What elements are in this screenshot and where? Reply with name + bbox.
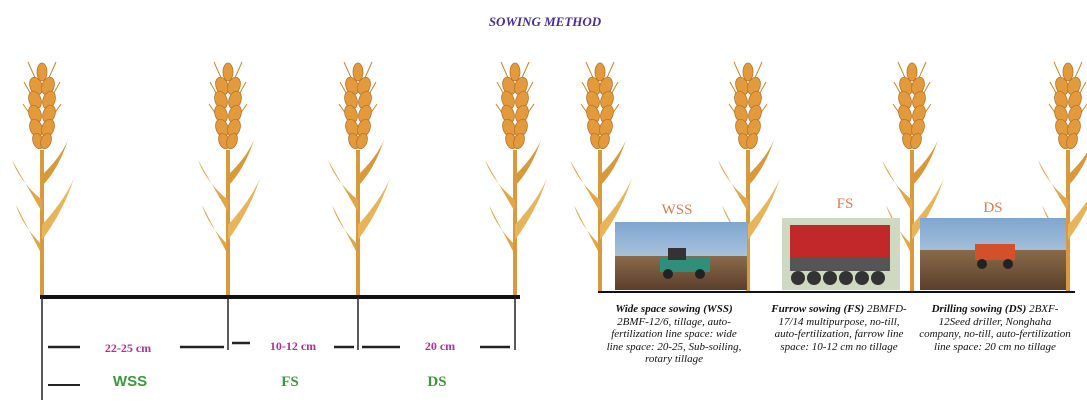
caption-body: 2BMF-12/6, tillage, auto-fertilization l…	[606, 315, 742, 366]
photo-label: DS	[983, 200, 1002, 216]
photo-wss	[615, 222, 747, 290]
photo-fs	[782, 218, 900, 290]
method-label: WSS	[113, 373, 147, 390]
wheat-plants-left	[10, 60, 549, 297]
caption-title: Furrow sowing (FS)	[771, 303, 865, 315]
caption-title: Drilling sowing (DS)	[931, 303, 1027, 315]
distance-label: 20 cm	[425, 339, 455, 353]
caption: Furrow sowing (FS) 2BMFD-17/14 multipurp…	[768, 303, 910, 353]
photo-label: WSS	[662, 202, 693, 218]
caption-body: 2BXF-12Seed driller, Nonghaha company, n…	[919, 303, 1071, 353]
caption: Wide space sowing (WSS) 2BMF-12/6, tilla…	[603, 303, 745, 366]
caption: Drilling sowing (DS) 2BXF-12Seed driller…	[918, 303, 1072, 353]
title: SOWING METHOD	[489, 14, 602, 29]
distance-label: 22-25 cm	[105, 341, 151, 355]
distance-label: 10-12 cm	[270, 339, 316, 353]
photo-label: FS	[837, 196, 854, 212]
wheat-plants-right	[568, 60, 1087, 292]
caption-title: Wide space sowing (WSS)	[615, 303, 733, 315]
spacing-lines	[41, 297, 516, 400]
caption-body: 2BMFD-17/14 multipurpose, no-till, auto-…	[774, 303, 907, 353]
photo-ds	[920, 218, 1066, 290]
method-label: DS	[427, 374, 446, 390]
method-label: FS	[281, 374, 299, 390]
